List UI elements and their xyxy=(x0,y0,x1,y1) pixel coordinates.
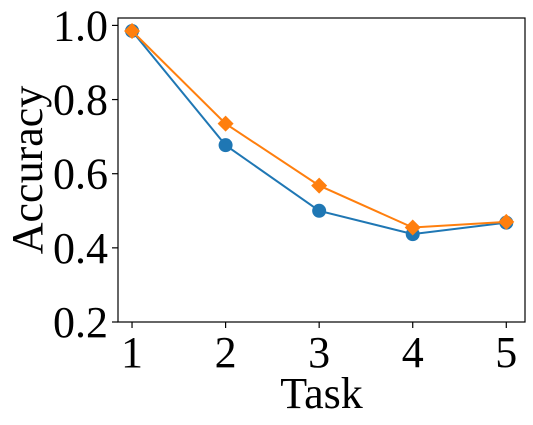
y-tick-label: 1.0 xyxy=(53,1,108,50)
series-2-point xyxy=(217,115,234,132)
x-tick-label: 1 xyxy=(121,328,143,377)
series-1-point xyxy=(312,203,327,218)
series-1-line xyxy=(131,30,507,236)
x-tick-label: 5 xyxy=(495,328,517,377)
y-axis-title: Accuracy xyxy=(3,86,52,255)
y-axis-ticks: 0.2 0.4 0.6 0.8 1.0 xyxy=(53,1,118,347)
series-2-point xyxy=(404,219,421,236)
series-2 xyxy=(124,22,515,236)
x-tick-label: 3 xyxy=(308,328,330,377)
x-axis-ticks: 1 2 3 4 5 xyxy=(121,322,517,377)
y-tick-label: 0.8 xyxy=(53,76,108,125)
y-tick-label: 0.6 xyxy=(53,150,108,199)
series-1 xyxy=(125,23,514,242)
series-2-line xyxy=(131,30,507,229)
series-2-point xyxy=(498,213,515,230)
series-2-point xyxy=(124,22,141,39)
y-tick-label: 0.4 xyxy=(53,224,108,273)
x-tick-label: 2 xyxy=(215,328,237,377)
plot-frame xyxy=(117,17,526,323)
series-2-point xyxy=(311,177,328,194)
x-tick-label: 4 xyxy=(402,328,424,377)
series-layer xyxy=(124,22,515,242)
series-1-point xyxy=(218,138,233,153)
y-tick-label: 0.2 xyxy=(53,298,108,347)
x-axis-title: Task xyxy=(280,369,362,418)
